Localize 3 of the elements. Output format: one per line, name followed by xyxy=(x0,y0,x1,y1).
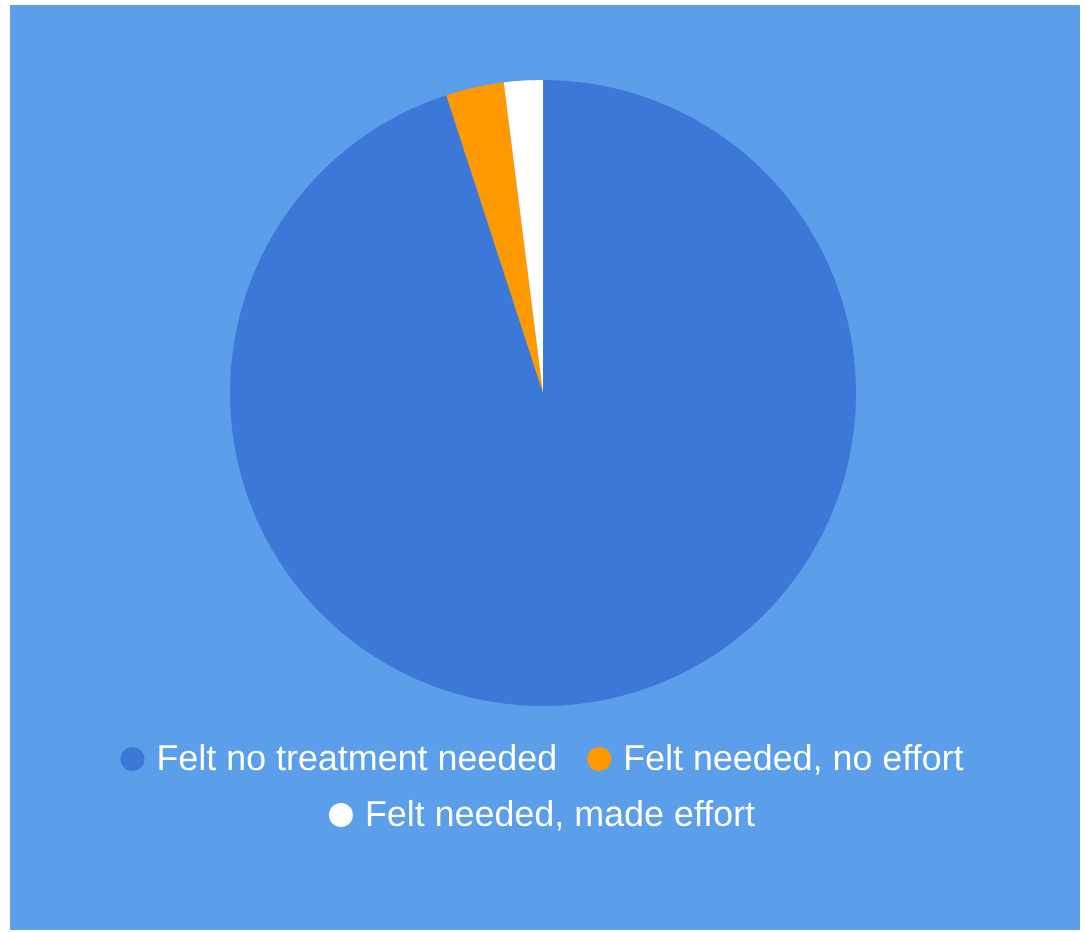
legend-label: Felt no treatment needed xyxy=(159,744,555,771)
legend-label: Felt needed, made effort xyxy=(367,799,755,831)
legend-label: Felt needed, no effort xyxy=(626,744,964,775)
